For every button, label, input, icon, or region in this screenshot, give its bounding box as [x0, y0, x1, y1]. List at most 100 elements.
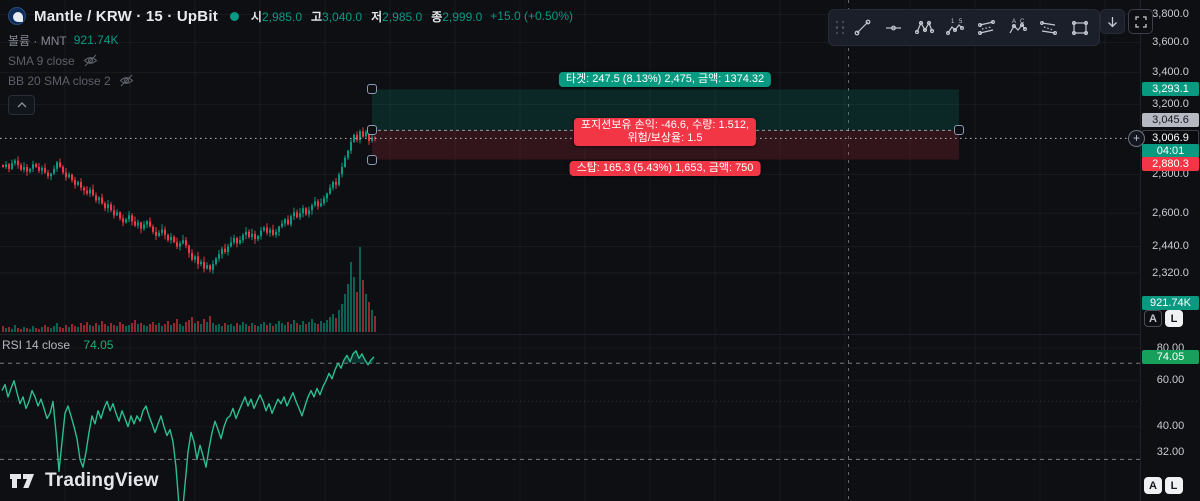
candle-body: [311, 205, 313, 211]
position-info-label[interactable]: 포지션보유 손익: -46.6, 수량: 1.512, 위험/보상율: 1.5: [573, 118, 757, 146]
rsi-legend[interactable]: RSI 14 close 74.05: [2, 338, 113, 352]
candle-body: [299, 213, 301, 218]
position-target-label[interactable]: 타겟: 247.5 (8.13%) 2,475, 금액: 1374.32: [558, 72, 772, 87]
candle-body: [143, 224, 145, 229]
volume-bar: [140, 323, 142, 332]
volume-bar: [290, 324, 292, 332]
indicator-bb-label[interactable]: BB 20 SMA close 2: [8, 73, 111, 88]
candle-body: [209, 265, 211, 270]
position-stop-label[interactable]: 스탑: 165.3 (5.43%) 1,653, 금액: 750: [569, 161, 761, 176]
eye-off-icon[interactable]: [119, 74, 134, 87]
rsi-line: [1, 350, 375, 501]
candle-body: [293, 212, 295, 217]
candle-body: [149, 221, 151, 227]
add-order-plus-button[interactable]: +: [1128, 130, 1145, 147]
volume-bar: [53, 326, 55, 332]
volume-indicator-label[interactable]: 볼륨 · MNT: [8, 33, 67, 48]
volume-bar: [344, 294, 346, 332]
volume-bar: [320, 321, 322, 332]
tradingview-logo[interactable]: TradingView: [10, 470, 159, 492]
volume-bar: [335, 318, 337, 332]
volume-bar: [89, 325, 91, 332]
parallel-channel-tool-button[interactable]: [971, 13, 1002, 42]
candle-body: [203, 261, 205, 269]
volume-bar: [227, 325, 229, 332]
rsi-log-scale-button[interactable]: L: [1165, 477, 1183, 494]
xabcd-pattern-tool-button[interactable]: [909, 13, 940, 42]
rsi-label: RSI 14 close: [2, 338, 71, 352]
candle-body: [185, 240, 187, 246]
volume-bar: [287, 322, 289, 332]
price-axis-tick: 3,800.0: [1152, 7, 1189, 20]
volume-bar: [80, 323, 82, 332]
candle-body: [287, 219, 289, 225]
volume-bar: [62, 328, 64, 332]
trend-line-tool-button[interactable]: [847, 13, 878, 42]
symbol-title[interactable]: Mantle / KRW · 15 · UpBit: [34, 7, 218, 25]
candle-body: [356, 134, 358, 141]
volume-bar: [104, 324, 106, 332]
candle-body: [200, 261, 202, 265]
rsi-auto-scale-button[interactable]: A: [1144, 477, 1162, 494]
target-drag-handle[interactable]: [367, 84, 377, 94]
volume-bar: [170, 325, 172, 332]
volume-bar: [59, 327, 61, 332]
candle-body: [260, 230, 262, 236]
toolbar-drag-handle[interactable]: [833, 17, 847, 39]
volume-bar: [326, 320, 328, 332]
volume-bar: [218, 324, 220, 332]
price-axis-tick: 3,600.0: [1152, 36, 1189, 49]
candle-body: [329, 187, 331, 194]
volume-bar: [173, 323, 175, 332]
svg-text:5: 5: [959, 19, 963, 25]
candle-body: [161, 229, 163, 233]
price-axis-tick: 3,200.0: [1152, 97, 1189, 110]
candle-body: [371, 137, 373, 141]
main-scale-buttons: A L: [1144, 310, 1183, 327]
volume-bar: [23, 327, 25, 332]
volume-bar: [368, 302, 370, 332]
horizontal-line-tool-button[interactable]: [878, 13, 909, 42]
disjoint-channel-tool-button[interactable]: [1033, 13, 1064, 42]
price-axis[interactable]: 3,800.0 3,600.0 3,400.0 3,200.0 2,800.0 2,600…: [1140, 0, 1200, 501]
candle-body: [20, 165, 22, 170]
volume-bar: [200, 324, 202, 332]
rsi-value-badge: 74.05: [1142, 349, 1199, 364]
candle-body: [110, 204, 112, 211]
trend-line-icon: [854, 19, 870, 35]
volume-bar: [323, 323, 325, 332]
candle-body: [257, 235, 259, 240]
candle-body: [269, 229, 271, 233]
volume-bar: [233, 326, 235, 332]
candle-body: [338, 174, 340, 185]
candle-body: [17, 160, 19, 166]
entry-drag-handle[interactable]: [367, 125, 377, 135]
candle-body: [350, 141, 352, 151]
candle-body: [215, 258, 217, 265]
collapse-legend-button[interactable]: [8, 95, 35, 115]
log-scale-button[interactable]: L: [1165, 310, 1183, 327]
market-status-dot-icon[interactable]: [229, 11, 239, 21]
candle-body: [254, 233, 256, 240]
fullscreen-button[interactable]: [1128, 9, 1153, 34]
indicator-sma-label[interactable]: SMA 9 close: [8, 53, 75, 68]
candle-body: [197, 256, 199, 265]
volume-bar: [251, 323, 253, 332]
volume-bar: [284, 325, 286, 332]
auto-scale-button[interactable]: A: [1144, 310, 1162, 327]
extend-drag-handle[interactable]: [954, 125, 964, 135]
chart-legend: Mantle / KRW · 15 · UpBit 시2,985.0 고3,040…: [8, 6, 573, 115]
rectangle-tool-button[interactable]: [1064, 13, 1095, 42]
candle-body: [206, 265, 208, 269]
candle-body: [59, 162, 61, 167]
eye-off-icon[interactable]: [83, 54, 98, 67]
stop-drag-handle[interactable]: [367, 155, 377, 165]
volume-bar: [248, 326, 250, 332]
volume-axis-badge: 921.74K: [1142, 296, 1199, 310]
volume-bar: [266, 325, 268, 332]
candle-body: [53, 168, 55, 174]
move-toolbar-down-button[interactable]: [1100, 9, 1125, 34]
candle-body: [248, 231, 250, 238]
